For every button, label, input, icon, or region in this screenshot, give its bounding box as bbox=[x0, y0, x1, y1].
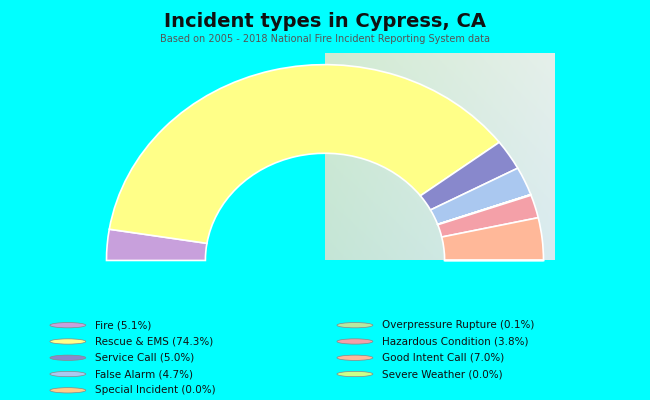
Circle shape bbox=[50, 355, 86, 360]
Circle shape bbox=[50, 322, 86, 328]
Text: False Alarm (4.7%): False Alarm (4.7%) bbox=[95, 369, 193, 379]
Wedge shape bbox=[109, 65, 499, 243]
Circle shape bbox=[50, 388, 86, 393]
Circle shape bbox=[50, 339, 86, 344]
Wedge shape bbox=[107, 229, 207, 260]
Wedge shape bbox=[437, 195, 538, 237]
Text: Overpressure Rupture (0.1%): Overpressure Rupture (0.1%) bbox=[382, 320, 534, 330]
Circle shape bbox=[337, 322, 373, 328]
Text: Rescue & EMS (74.3%): Rescue & EMS (74.3%) bbox=[95, 336, 213, 346]
Text: Service Call (5.0%): Service Call (5.0%) bbox=[95, 353, 194, 363]
Text: Fire (5.1%): Fire (5.1%) bbox=[95, 320, 151, 330]
Circle shape bbox=[337, 355, 373, 360]
Wedge shape bbox=[430, 168, 531, 224]
Circle shape bbox=[337, 339, 373, 344]
Wedge shape bbox=[421, 142, 518, 210]
Wedge shape bbox=[442, 218, 543, 260]
Text: Good Intent Call (7.0%): Good Intent Call (7.0%) bbox=[382, 353, 504, 363]
Text: Incident types in Cypress, CA: Incident types in Cypress, CA bbox=[164, 12, 486, 31]
Text: Based on 2005 - 2018 National Fire Incident Reporting System data: Based on 2005 - 2018 National Fire Incid… bbox=[160, 34, 490, 44]
Circle shape bbox=[50, 371, 86, 377]
Wedge shape bbox=[437, 194, 531, 224]
Text: Severe Weather (0.0%): Severe Weather (0.0%) bbox=[382, 369, 502, 379]
Text: Special Incident (0.0%): Special Incident (0.0%) bbox=[95, 385, 215, 395]
Wedge shape bbox=[437, 195, 531, 225]
Text: Hazardous Condition (3.8%): Hazardous Condition (3.8%) bbox=[382, 336, 528, 346]
Circle shape bbox=[337, 371, 373, 377]
